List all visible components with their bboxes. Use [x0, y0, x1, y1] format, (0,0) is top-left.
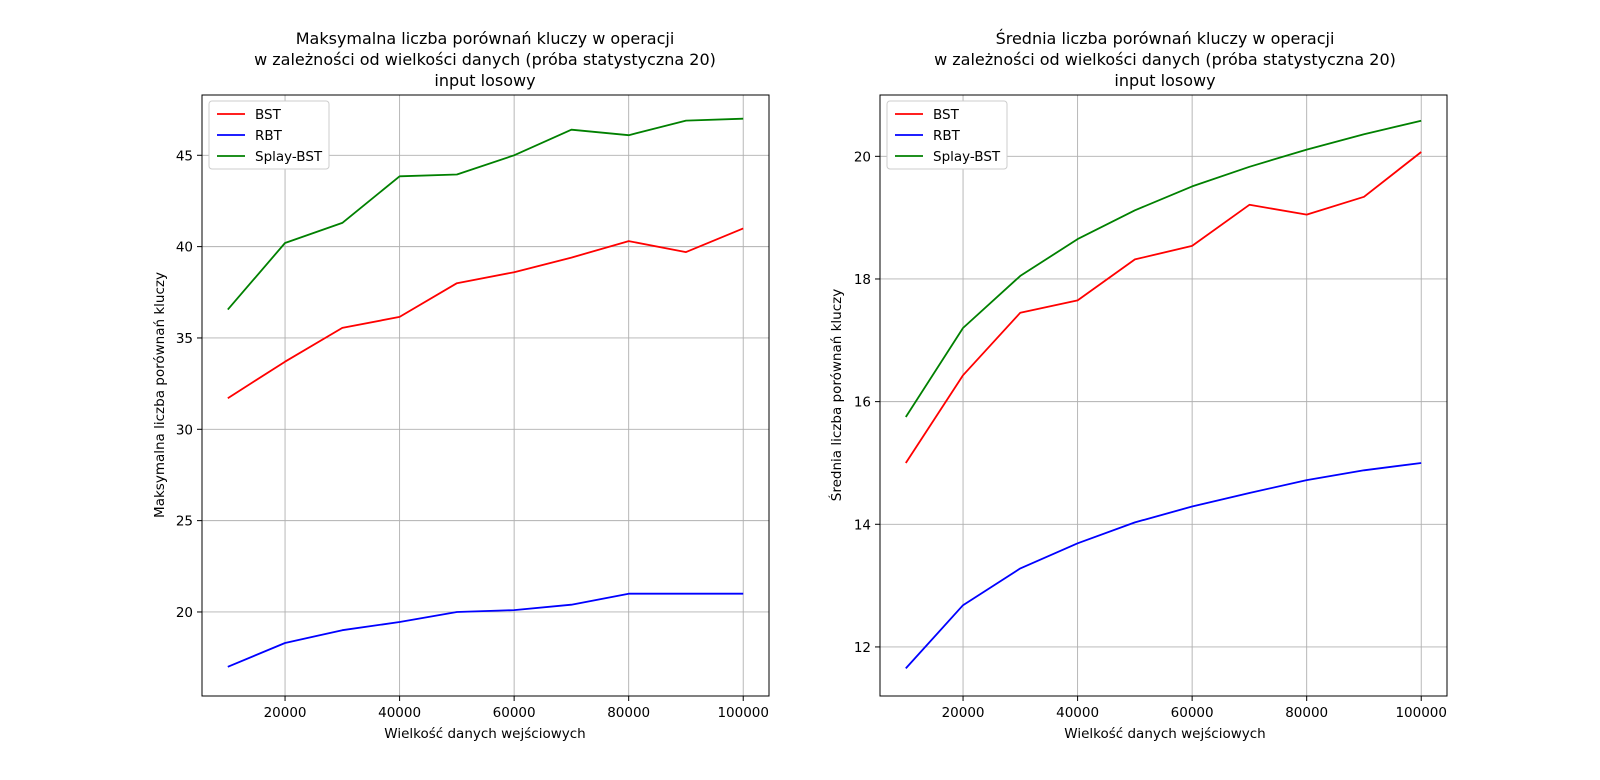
- x-tick-label: 100000: [717, 705, 769, 721]
- legend-label: BST: [255, 107, 282, 123]
- x-tick-label: 20000: [942, 705, 985, 721]
- chart-title-line-2: w zależności od wielkości danych (próba …: [934, 50, 1396, 69]
- x-tick-label: 40000: [1056, 705, 1099, 721]
- y-tick-label: 16: [854, 395, 871, 411]
- y-tick-label: 14: [854, 517, 871, 533]
- y-tick-label: 25: [176, 514, 193, 530]
- y-axis-label: Maksymalna liczba porównań kluczy: [152, 272, 168, 518]
- legend-label: RBT: [255, 128, 283, 144]
- y-tick-label: 20: [854, 149, 871, 165]
- x-axis-label: Wielkość danych wejściowych: [1064, 726, 1265, 742]
- axis-ticks: 20000 40000 60000 80000 100000 12 14 16 18 20: [854, 149, 1447, 721]
- x-tick-label: 60000: [493, 705, 536, 721]
- y-tick-label: 18: [854, 272, 871, 288]
- legend-label: Splay-BST: [933, 149, 1001, 165]
- x-tick-label: 100000: [1395, 705, 1447, 721]
- x-tick-label: 20000: [264, 705, 307, 721]
- legend-label: RBT: [933, 128, 961, 144]
- chart-panel-avg: Średnia liczba porównań kluczy w operacj…: [827, 29, 1448, 742]
- x-tick-label: 80000: [1285, 705, 1328, 721]
- chart-panel-max: Maksymalna liczba porównań kluczy w oper…: [152, 29, 770, 742]
- chart-title-line-2: w zależności od wielkości danych (próba …: [254, 50, 716, 69]
- series-line-rbt: [905, 462, 1422, 670]
- y-tick-label: 12: [854, 640, 871, 656]
- legend-box: [208, 100, 330, 170]
- legend-box: [886, 100, 1008, 170]
- legend-label: BST: [933, 107, 960, 123]
- grid-lines: [202, 95, 769, 696]
- y-tick-label: 45: [176, 148, 193, 164]
- series-line-splay-bst: [905, 119, 1422, 418]
- plot-frame: [879, 94, 1448, 697]
- axis-ticks: 20000 40000 60000 80000 100000 20 25 30 35 40 45: [176, 148, 769, 721]
- legend: BST RBT Splay-BST: [886, 100, 1008, 170]
- series-lines: [227, 117, 744, 668]
- series-line-bst: [905, 151, 1422, 464]
- plot-frame: [201, 94, 770, 697]
- y-tick-label: 20: [176, 605, 193, 621]
- series-line-rbt: [227, 592, 744, 668]
- y-tick-label: 40: [176, 240, 193, 256]
- y-tick-label: 30: [176, 422, 193, 438]
- chart-title-line-3: input losowy: [434, 71, 535, 90]
- grid-lines: [880, 95, 1447, 696]
- series-line-splay-bst: [227, 117, 744, 311]
- series-line-bst: [227, 227, 744, 399]
- x-tick-label: 80000: [607, 705, 650, 721]
- y-axis-label: Średnia liczba porównań kluczy: [827, 289, 845, 501]
- x-axis-label: Wielkość danych wejściowych: [384, 726, 585, 742]
- x-tick-label: 60000: [1171, 705, 1214, 721]
- chart-title-line-1: Średnia liczba porównań kluczy w operacj…: [996, 29, 1335, 48]
- y-tick-label: 35: [176, 331, 193, 347]
- legend-label: Splay-BST: [255, 149, 323, 165]
- series-lines: [905, 119, 1422, 670]
- chart-title-line-1: Maksymalna liczba porównań kluczy w oper…: [296, 29, 675, 48]
- chart-title-line-3: input losowy: [1114, 71, 1215, 90]
- x-tick-label: 40000: [378, 705, 421, 721]
- legend: BST RBT Splay-BST: [208, 100, 330, 170]
